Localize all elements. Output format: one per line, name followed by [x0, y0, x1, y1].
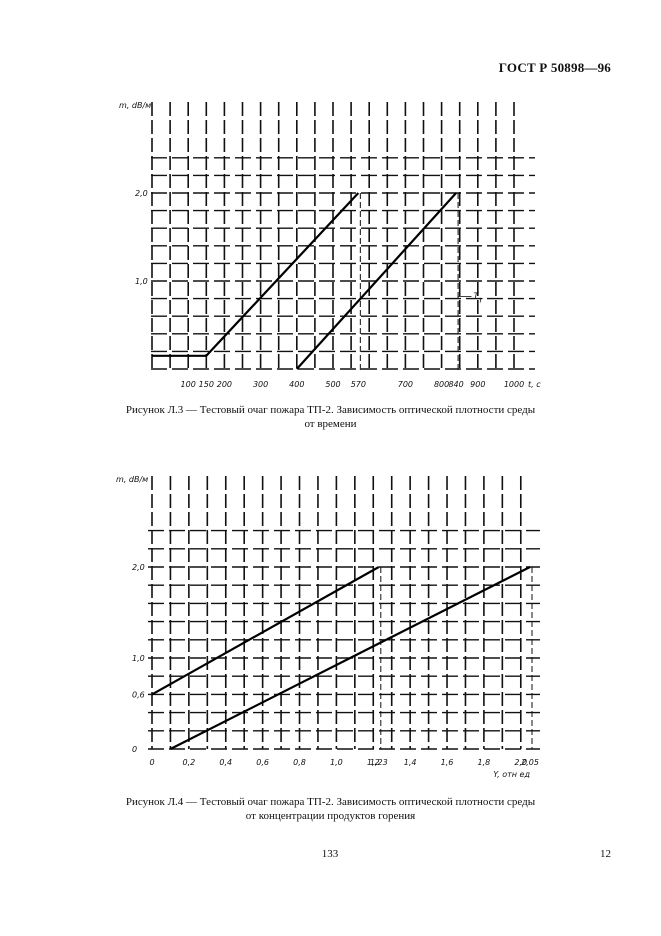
page-number: 133: [321, 848, 339, 860]
x-tick-label: 800: [434, 380, 449, 389]
x-tick-label: 1,8: [478, 758, 491, 767]
x-tick-label: 0: [149, 758, 154, 767]
x-tick-label: 100: [181, 380, 196, 389]
series-line-2: [169, 566, 531, 750]
y-tick-label: 1,0: [135, 277, 148, 286]
y-tick-label: 2,0: [132, 563, 145, 572]
x-tick-label: 700: [398, 380, 413, 389]
x-tick-label: 0,4: [219, 758, 232, 767]
x-tick-label: 400: [289, 380, 304, 389]
x-tick-label: 840: [448, 380, 463, 389]
document-code: ГОСТ Р 50898—96: [498, 60, 611, 75]
annotation-label: T: [474, 292, 480, 301]
x-tick-label: 1,0: [330, 758, 343, 767]
series-line-2: [295, 192, 457, 370]
y-tick-label: 0,6: [132, 690, 145, 699]
x-axis-label: Y, отн ед: [493, 770, 530, 779]
x-tick-label: 2,0: [514, 758, 527, 767]
y-axis-label: m, dB/м: [119, 101, 151, 110]
x-tick-label: 1,4: [404, 758, 417, 767]
x-axis-label: t, с: [528, 380, 541, 389]
chart-optical-density-vs-time: m, dB/м 1,0 2,0 100 150 200 300 400 500 570 700 800…: [119, 101, 541, 389]
y-tick-label: 0: [132, 745, 137, 754]
x-tick-label: 900: [470, 380, 485, 389]
x-tick-label: 0,2: [183, 758, 196, 767]
x-tick-label: 200: [217, 380, 232, 389]
x-tick-label: 1000: [504, 380, 524, 389]
x-tick-label: 1,23: [370, 758, 388, 767]
series-line-1: [151, 566, 380, 696]
x-tick-label: 500: [325, 380, 340, 389]
y-tick-label: 1,0: [132, 654, 145, 663]
figure-caption-l3: Рисунок Л.3 — Тестовый очаг пожара ТП-2.…: [100, 403, 561, 431]
x-tick-label: 0,6: [256, 758, 269, 767]
x-tick-label: 570: [351, 380, 366, 389]
x-tick-label: 0,8: [293, 758, 306, 767]
x-tick-label: 150: [199, 380, 214, 389]
sheet-number: 12: [600, 848, 611, 860]
caption-l3-line2: от времени: [304, 418, 357, 430]
x-tick-label: 2,05: [521, 758, 539, 767]
caption-l4-line2: от концентрации продуктов горения: [245, 810, 416, 822]
caption-l3-line1: Рисунок Л.3 — Тестовый очаг пожара ТП-2.…: [125, 404, 536, 416]
x-tick-label: 1,2: [367, 758, 380, 767]
y-tick-label: 2,0: [135, 189, 148, 198]
series-line-1: [152, 192, 360, 357]
chart-optical-density-vs-concentration: m, dB/м 0 0,6 1,0 2,0 0 0,2 0,4 0,6 0,8 1,0 1,21,23…: [116, 475, 540, 779]
x-tick-label: 300: [253, 380, 268, 389]
annotation-subscript: r: [480, 296, 484, 305]
y-axis-label: m, dB/м: [116, 475, 148, 484]
caption-l4-line1: Рисунок Л.4 — Тестовый очаг пожара ТП-2.…: [125, 796, 536, 808]
x-tick-label: 1,6: [441, 758, 454, 767]
figure-caption-l4: Рисунок Л.4 — Тестовый очаг пожара ТП-2.…: [100, 795, 561, 823]
